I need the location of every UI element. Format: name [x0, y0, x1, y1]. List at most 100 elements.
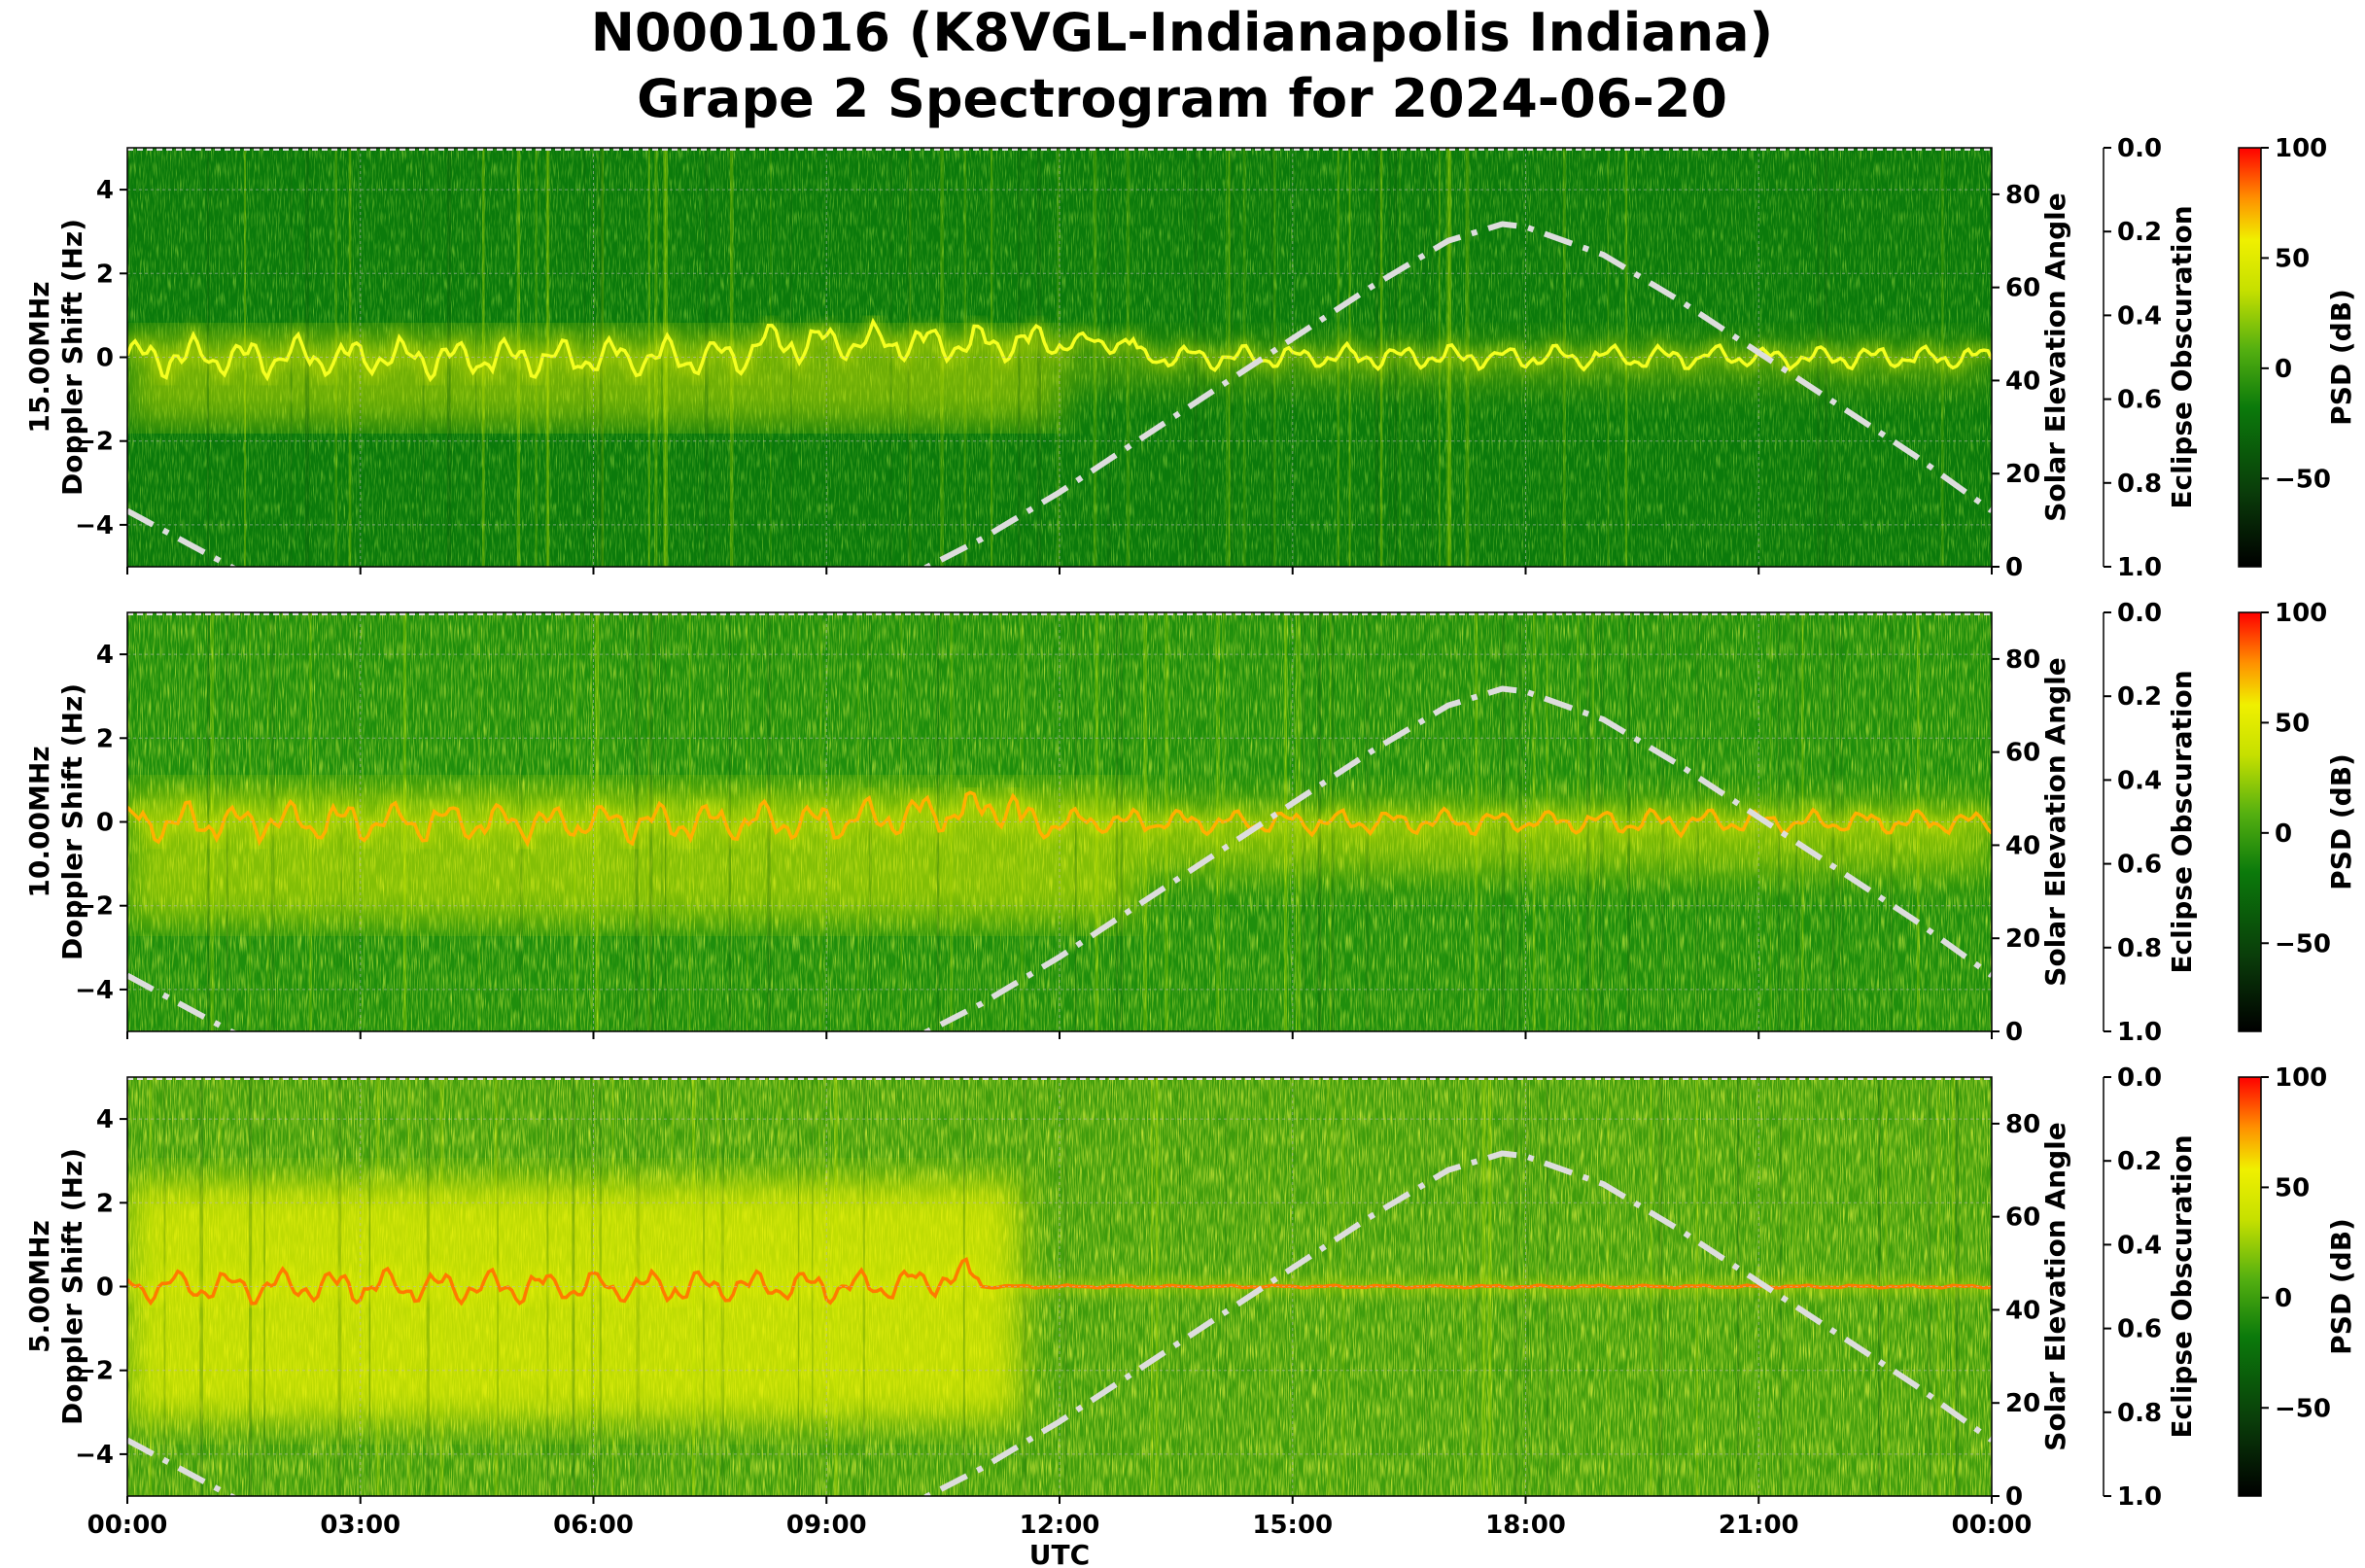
colorbar-tick-label: 0 [2275, 355, 2292, 384]
colorbar-label-group: PSD (dB) [2325, 1218, 2357, 1355]
y-tick-label: 0 [96, 344, 114, 373]
y-tick-label: −2 [75, 1357, 114, 1386]
doppler-trace-line [127, 317, 1992, 383]
x-tick-label: 09:00 [786, 1511, 867, 1540]
y-tick-label: −2 [75, 428, 114, 457]
colorbar-tick-label: 100 [2275, 1063, 2327, 1093]
colorbar: 100 50 0 −50 PSD (dB) [2238, 599, 2357, 1032]
colorbar-label-group: PSD (dB) [2325, 753, 2357, 890]
eclipse-tick-label: 0.0 [2117, 134, 2162, 163]
y-tick-label: 0 [96, 1273, 114, 1303]
x-tick-label: 15:00 [1252, 1511, 1333, 1540]
solar-tick-label: 80 [2005, 1110, 2040, 1139]
y-tick-label: 4 [96, 176, 114, 205]
colorbar-tick-label: −50 [2275, 929, 2331, 958]
solar-tick-label: 20 [2005, 924, 2040, 954]
colorbar-tick-label: 50 [2275, 244, 2310, 273]
title-line2: Grape 2 Spectrogram for 2024-06-20 [637, 68, 1727, 129]
y-axis-eclipse-obscuration: 0.0 0.2 0.4 0.6 0.8 1.0 Eclipse Obscuration [2103, 1063, 2198, 1512]
eclipse-axis-label-group: Eclipse Obscuration [2166, 205, 2198, 508]
solar-elevation-curve [127, 685, 1992, 1031]
x-tick-label: 12:00 [1020, 1511, 1100, 1540]
panel-5-00mhz: 420−2−45.00MHz Doppler Shift (Hz)80604020… [23, 1063, 2357, 1568]
y-tick-label: 0 [96, 809, 114, 838]
eclipse-tick-label: 1.0 [2117, 553, 2162, 582]
eclipse-tick-label: 0.2 [2117, 682, 2162, 712]
eclipse-tick-label: 0.4 [2117, 1231, 2162, 1260]
colorbar-tick-label: 50 [2275, 709, 2310, 738]
eclipse-axis-label-group: Eclipse Obscuration [2166, 670, 2198, 973]
colorbar-tick-label: 50 [2275, 1173, 2310, 1202]
x-axis-label: UTC [1029, 1539, 1090, 1568]
spectrogram-area [127, 148, 1992, 567]
x-tick-label: 21:00 [1719, 1511, 1799, 1540]
y-axis-left: 4 2 0 −2 −4 [75, 641, 127, 1005]
solar-tick-label: 20 [2005, 460, 2040, 489]
eclipse-axis-label-group: Eclipse Obscuration [2166, 1134, 2198, 1438]
solar-elevation-curve [127, 1150, 1992, 1496]
solar-axis-label-group: Solar Elevation Angle [2039, 1122, 2071, 1450]
colorbar-tick-label: −50 [2275, 1394, 2331, 1423]
spectrogram-area [127, 1077, 1992, 1496]
frequency-label: 10.00MHz [23, 746, 55, 897]
y-axis-label: 15.00MHz Doppler Shift (Hz) [23, 219, 88, 496]
grid [127, 1077, 1992, 1496]
solar-tick-label: 60 [2005, 1203, 2040, 1233]
colorbar-gradient [2238, 1076, 2262, 1497]
y-axis-solar-elevation: 80 60 40 20 0 Solar Elevation Angle [1992, 1110, 2071, 1512]
y-tick-label: 2 [96, 724, 114, 753]
colorbar-label-group: PSD (dB) [2325, 289, 2357, 426]
doppler-shift-label: Doppler Shift (Hz) [56, 219, 88, 496]
doppler-shift-label: Doppler Shift (Hz) [56, 683, 88, 960]
eclipse-tick-label: 0.4 [2117, 301, 2162, 331]
solar-tick-label: 20 [2005, 1389, 2040, 1418]
x-axis [126, 1031, 1993, 1039]
frequency-label: 5.00MHz [23, 1220, 55, 1353]
solar-tick-label: 0 [2005, 1482, 2023, 1512]
colorbar-tick-label: 100 [2275, 134, 2327, 163]
eclipse-tick-label: 0.8 [2117, 470, 2162, 499]
grid [127, 612, 1992, 1031]
solar-tick-label: 0 [2005, 553, 2023, 582]
frequency-label: 15.00MHz [23, 281, 55, 433]
eclipse-tick-label: 0.6 [2117, 851, 2162, 880]
eclipse-tick-label: 0.8 [2117, 934, 2162, 963]
colorbar-tick-label: 0 [2275, 819, 2292, 849]
x-tick-label: 00:00 [87, 1511, 168, 1540]
solar-elevation-label: Solar Elevation Angle [2039, 1122, 2071, 1450]
x-tick-label: 00:00 [1952, 1511, 2033, 1540]
colorbar: 100 50 0 −50 PSD (dB) [2238, 134, 2357, 568]
eclipse-tick-label: 0.0 [2117, 599, 2162, 628]
y-axis-solar-elevation: 80 60 40 20 0 Solar Elevation Angle [1992, 645, 2071, 1047]
streak [889, 148, 892, 567]
y-axis-eclipse-obscuration: 0.0 0.2 0.4 0.6 0.8 1.0 Eclipse Obscuration [2103, 599, 2198, 1047]
streak [1126, 148, 1130, 567]
streak [1018, 148, 1021, 567]
y-axis-eclipse-obscuration: 0.0 0.2 0.4 0.6 0.8 1.0 Eclipse Obscuration [2103, 134, 2198, 582]
x-tick-label: 06:00 [553, 1511, 634, 1540]
eclipse-tick-label: 0.2 [2117, 218, 2162, 247]
doppler-shift-label: Doppler Shift (Hz) [56, 1148, 88, 1425]
solar-elevation-label: Solar Elevation Angle [2039, 657, 2071, 986]
solar-tick-label: 0 [2005, 1018, 2023, 1047]
solar-elevation-label: Solar Elevation Angle [2039, 192, 2071, 521]
x-tick-label: 18:00 [1485, 1511, 1566, 1540]
solar-elevation-curve [127, 221, 1992, 567]
eclipse-tick-label: 0.8 [2117, 1399, 2162, 1428]
y-axis-label: 5.00MHz Doppler Shift (Hz) [23, 1148, 88, 1425]
eclipse-tick-label: 0.6 [2117, 386, 2162, 415]
eclipse-tick-label: 0.2 [2117, 1147, 2162, 1176]
y-axis-left: 4 2 0 −2 −4 [75, 176, 127, 540]
psd-label: PSD (dB) [2325, 289, 2357, 426]
spread-glow-region [127, 1181, 1022, 1421]
spread-glow [127, 1181, 1022, 1421]
panel-10-00mhz: 420−2−410.00MHz Doppler Shift (Hz)8060402… [23, 599, 2357, 1047]
psd-label: PSD (dB) [2325, 1218, 2357, 1355]
x-tick-label: 03:00 [320, 1511, 400, 1540]
solar-tick-label: 40 [2005, 366, 2040, 396]
panel-15-00mhz: 420−2−415.00MHz Doppler Shift (Hz)8060402… [23, 134, 2357, 582]
eclipse-tick-label: 1.0 [2117, 1482, 2162, 1512]
colorbar-tick-label: 0 [2275, 1284, 2292, 1313]
solar-tick-label: 40 [2005, 831, 2040, 860]
y-tick-label: −2 [75, 892, 114, 922]
